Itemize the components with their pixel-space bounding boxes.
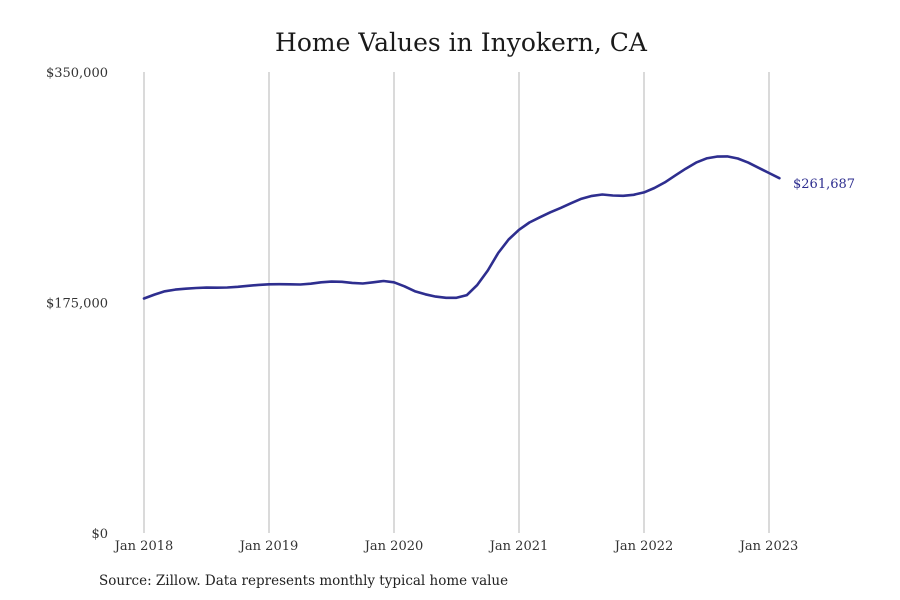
- source-note: Source: Zillow. Data represents monthly …: [99, 573, 508, 589]
- x-axis-ticks: Jan 2018 Jan 2019 Jan 2020 Jan 2021 Jan 2022…: [113, 539, 799, 554]
- x-tick-label: Jan 2023: [738, 539, 799, 554]
- y-tick-label: $175,000: [46, 297, 108, 312]
- series-line-home-value: [142, 155, 781, 300]
- y-tick-label: $350,000: [46, 66, 108, 81]
- chart-title: Home Values in Inyokern, CA: [275, 28, 648, 57]
- x-tick-label: Jan 2018: [113, 539, 174, 554]
- x-tick-label: Jan 2022: [613, 539, 674, 554]
- gridlines: [143, 72, 770, 533]
- y-axis-ticks: $0 $175,000 $350,000: [46, 66, 108, 542]
- x-tick-label: Jan 2019: [238, 539, 299, 554]
- x-tick-label: Jan 2021: [488, 539, 549, 554]
- x-tick-label: Jan 2020: [363, 539, 424, 554]
- latest-value-label: $261,687: [793, 177, 855, 192]
- y-tick-label: $0: [91, 527, 108, 542]
